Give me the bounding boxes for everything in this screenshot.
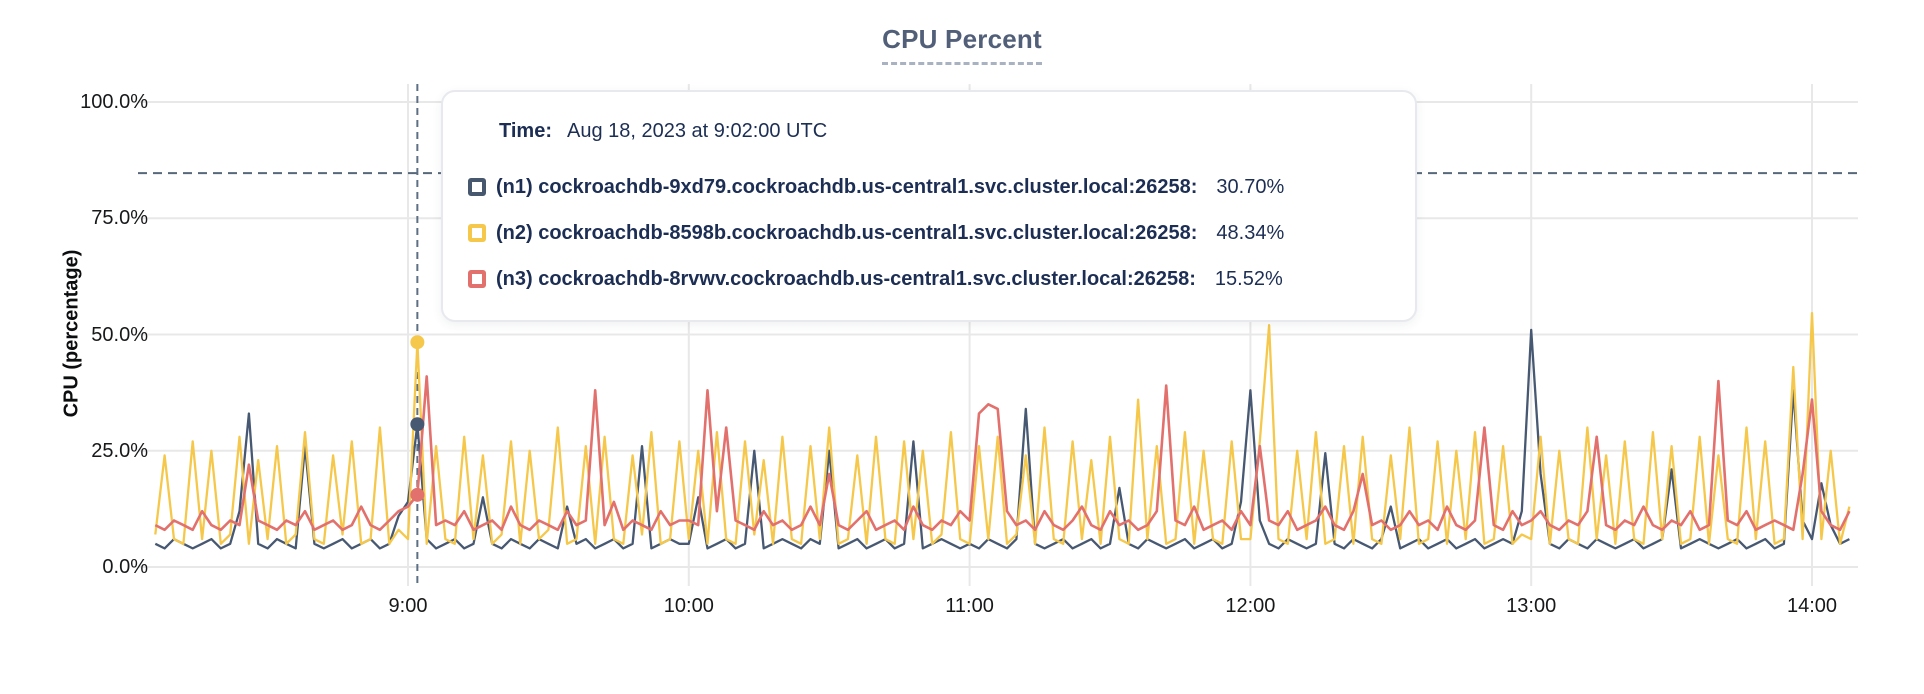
series-line-n2	[154, 311, 1851, 545]
y-tick-label: 100.0%	[80, 91, 148, 113]
x-tick-label: 12:00	[1225, 595, 1276, 617]
tooltip-time-label: Time:	[499, 120, 552, 142]
series-line-n1	[154, 328, 1850, 550]
hover-dot-n3	[410, 487, 425, 502]
y-tick-label: 75.0%	[91, 207, 148, 230]
tooltip-row-n2: (n2) cockroachdb-8598b.cockroachdb.us-ce…	[468, 210, 1415, 256]
tooltip-row-value: 30.70%	[1216, 175, 1285, 198]
tooltip-row-label: (n3) cockroachdb-8rvwv.cockroachdb.us-ce…	[496, 267, 1196, 290]
tooltip-time-value: Aug 18, 2023 at 9:02:00 UTC	[566, 120, 828, 142]
x-tick-label: 9:00	[388, 595, 428, 617]
tooltip-row-label: (n1) cockroachdb-9xd79.cockroachdb.us-ce…	[496, 175, 1198, 198]
tooltip-time-row: Time: Aug 18, 2023 at 9:02:00 UTC	[468, 120, 1415, 143]
series-line-n3	[154, 375, 1851, 532]
y-tick-label: 0.0%	[102, 556, 148, 578]
y-tick-label: 25.0%	[91, 439, 148, 462]
tooltip-row-label: (n2) cockroachdb-8598b.cockroachdb.us-ce…	[496, 221, 1198, 244]
series-swatch-icon	[468, 178, 486, 196]
hover-dot-n1	[410, 417, 425, 432]
tooltip-row-n1: (n1) cockroachdb-9xd79.cockroachdb.us-ce…	[468, 164, 1415, 210]
tooltip-row-n3: (n3) cockroachdb-8rvwv.cockroachdb.us-ce…	[468, 256, 1415, 302]
x-tick-label: 14:00	[1786, 595, 1838, 617]
x-tick-label: 10:00	[663, 595, 714, 617]
series-swatch-icon	[468, 224, 486, 242]
tooltip-series-rows: (n1) cockroachdb-9xd79.cockroachdb.us-ce…	[468, 164, 1415, 302]
hover-dot-n2	[410, 335, 425, 350]
tooltip-row-value: 48.34%	[1216, 221, 1285, 244]
x-tick-label: 11:00	[945, 595, 994, 617]
x-tick-label: 13:00	[1506, 595, 1557, 617]
series-swatch-icon	[468, 270, 486, 288]
chart-tooltip: Time: Aug 18, 2023 at 9:02:00 UTC (n1) c…	[441, 90, 1417, 322]
y-tick-label: 50.0%	[91, 323, 148, 346]
tooltip-row-value: 15.52%	[1214, 267, 1283, 290]
